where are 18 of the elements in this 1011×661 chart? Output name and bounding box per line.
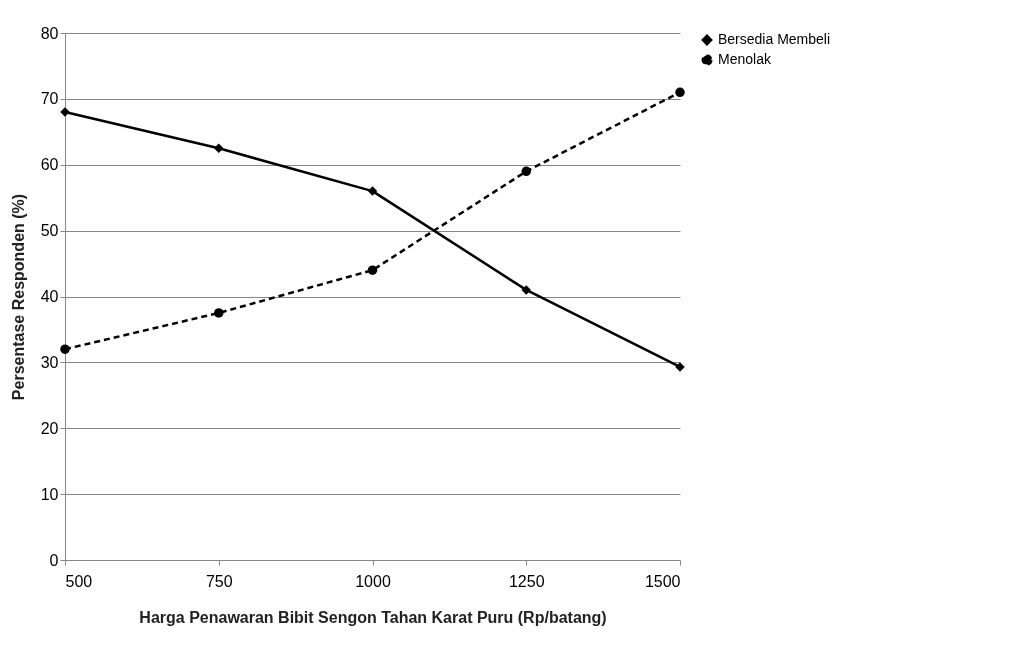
x-tick-label: 1500 bbox=[644, 572, 681, 590]
x-tick-label: 1250 bbox=[508, 572, 545, 590]
x-tick-label: 1000 bbox=[355, 572, 391, 590]
y-tick-label: 50 bbox=[40, 222, 59, 240]
x-tick-label: 500 bbox=[65, 572, 93, 590]
y-tick-label: 60 bbox=[40, 156, 59, 174]
y-axis-title: Persentase Responden (%) bbox=[9, 193, 27, 401]
y-tick-label: 10 bbox=[40, 485, 59, 503]
x-axis-title: Harga Penawaran Bibit Sengon Tahan Karat Puru (Rp/batang) bbox=[139, 608, 607, 626]
y-tick-label: 0 bbox=[49, 551, 59, 569]
y-tick-label: 70 bbox=[40, 90, 59, 108]
y-tick-label: 80 bbox=[40, 24, 59, 42]
legend-label: Bersedia Membeli bbox=[718, 31, 831, 47]
y-tick-label: 40 bbox=[40, 288, 59, 305]
y-tick-label: 20 bbox=[40, 419, 59, 437]
y-tick-label: 30 bbox=[40, 353, 59, 371]
legend-label: Menolak bbox=[718, 51, 772, 67]
x-tick-label: 750 bbox=[205, 572, 233, 590]
